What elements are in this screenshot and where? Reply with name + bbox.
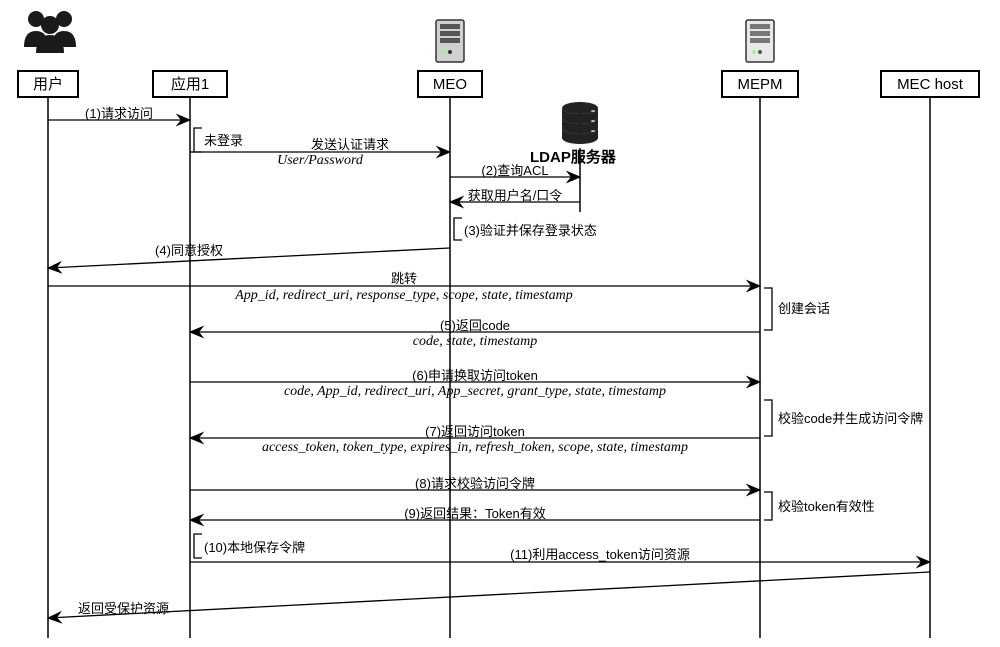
database-icon-ldap: [557, 100, 603, 146]
msg-label: 发送认证请求: [311, 134, 389, 153]
msg-label: (3)验证并保存登录状态: [464, 220, 597, 239]
msg-label: code, App_id, redirect_uri, App_secret, …: [284, 384, 666, 400]
msg-label: 创建会话: [778, 298, 830, 317]
actor-app1: 应用1: [152, 70, 228, 98]
actor-mechost: MEC host: [880, 70, 980, 98]
msg-label: 校验token有效性: [778, 496, 875, 515]
msg-label: (8)请求校验访问令牌: [415, 473, 535, 492]
msg-label: 跳转: [391, 268, 417, 287]
msg-label: 校验code并生成访问令牌: [778, 408, 923, 427]
msg-label: (11)利用access_token访问资源: [510, 544, 690, 563]
server-icon-mepm: [740, 18, 780, 66]
actor-user: 用户: [17, 70, 79, 98]
actor-mepm: MEPM: [721, 70, 799, 98]
msg-label: (7)返回访问token: [425, 421, 525, 440]
people-group-icon: [20, 5, 80, 60]
msg-label: (4)同意授权: [155, 240, 223, 259]
msg-label: (10)本地保存令牌: [204, 537, 305, 556]
msg-label: (2)查询ACL: [481, 160, 548, 179]
msg-label: App_id, redirect_uri, response_type, sco…: [235, 288, 573, 304]
actor-meo: MEO: [417, 70, 483, 98]
msg-label: code, state, timestamp: [413, 334, 537, 350]
msg-label: 获取用户名/口令: [468, 185, 563, 204]
msg-label: 未登录: [204, 130, 243, 149]
msg-label: (1)请求访问: [85, 103, 153, 122]
server-icon-meo: [430, 18, 470, 66]
msg-label: 返回受保护资源: [78, 598, 169, 617]
msg-label: (6)申请换取访问token: [412, 365, 538, 384]
msg-label: (5)返回code: [440, 315, 510, 334]
msg-label: User/Password: [277, 153, 363, 169]
msg-label: (9)返回结果：Token有效: [404, 503, 546, 522]
sequence-diagram: LDAP服务器 用户应用1MEOMEPMMEC host(1)请求访问未登录发送…: [0, 0, 1000, 647]
msg-label: access_token, token_type, expires_in, re…: [262, 440, 688, 456]
